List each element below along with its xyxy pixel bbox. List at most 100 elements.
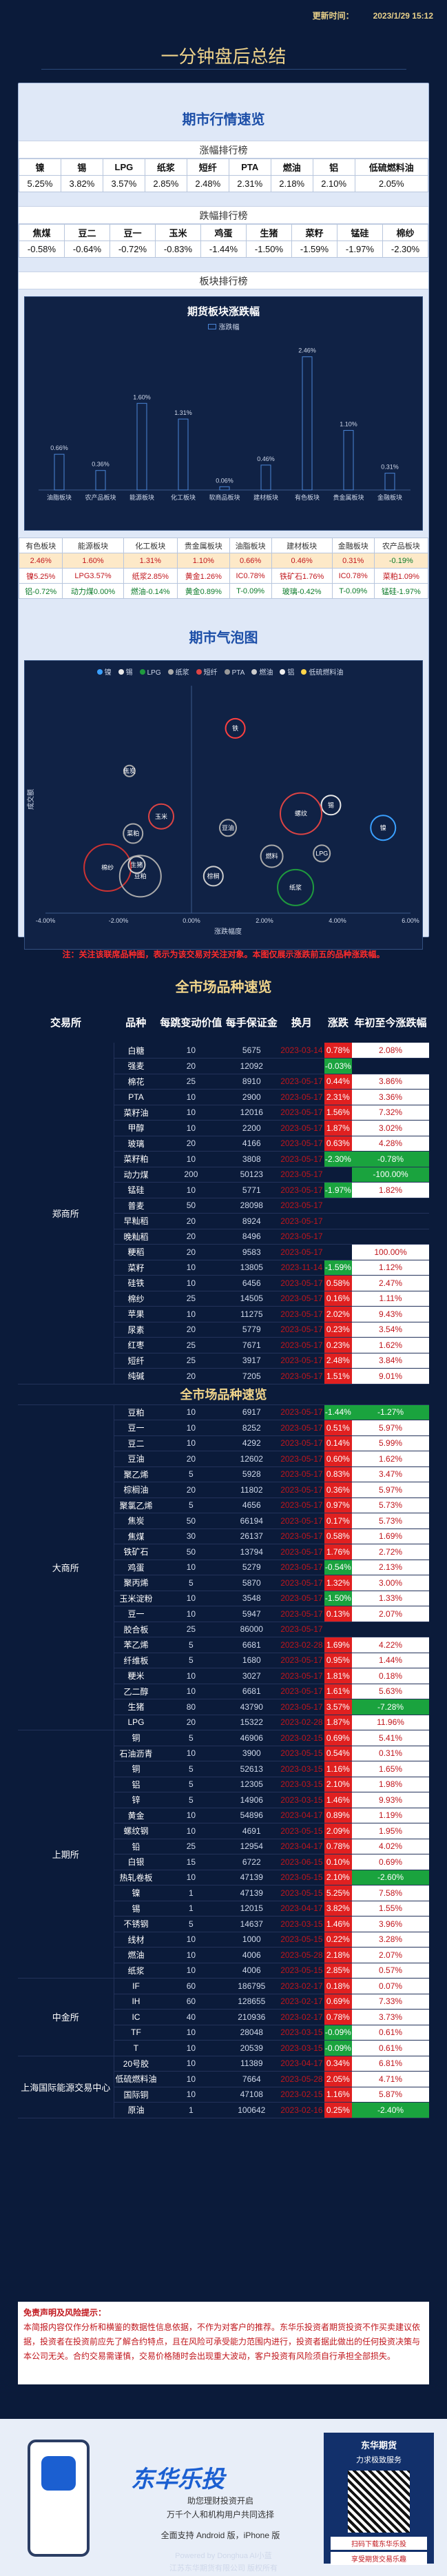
ytd-pct: 4.02%: [352, 1839, 429, 1854]
bubble-x-tick: -4.00%: [36, 917, 56, 924]
ytd-pct: -100.00%: [352, 1167, 429, 1183]
margin-value: 3917: [224, 1353, 280, 1369]
ytd-pct: 1.19%: [352, 1808, 429, 1823]
tick-value: 10: [158, 1963, 225, 1979]
tick-value: 20: [158, 1058, 225, 1074]
ytd-pct: [352, 1058, 429, 1074]
roll-date: 2023-05-17: [279, 1606, 324, 1622]
bar-data-label: 0.06%: [216, 477, 233, 484]
qr-button-2[interactable]: 享受期货交易乐趣: [331, 2552, 427, 2565]
board-pct: 0.46%: [271, 553, 333, 569]
change-pct: 0.60%: [324, 1451, 353, 1467]
bubble-point-label: 焦炭: [123, 767, 136, 775]
ytd-pct: 1.11%: [352, 1291, 429, 1307]
margin-value: 3808: [224, 1151, 280, 1167]
change-pct: 2.05%: [324, 2071, 353, 2087]
ytd-pct: 5.99%: [352, 1435, 429, 1451]
main-mid-title: 全市场品种速览: [18, 1384, 429, 1405]
table-row: 苹果 10 11275 2023-05-17 2.02% 9.43%: [18, 1306, 429, 1322]
table-row: 纸浆 10 4006 2023-05-15 2.85% 0.57%: [18, 1963, 429, 1979]
change-pct: 1.32%: [324, 1575, 353, 1591]
tick-value: 25: [158, 1337, 225, 1353]
roll-date: 2023-02-28: [279, 1715, 324, 1730]
margin-value: 26137: [224, 1529, 280, 1544]
section-title-bubble: 期市气泡图: [189, 629, 258, 646]
exchange-name: 上海国际能源交易中心: [18, 2056, 114, 2118]
ytd-pct: 0.69%: [352, 1854, 429, 1870]
margin-value: 46906: [224, 1730, 280, 1746]
table-row: 国际铜 10 47108 2023-02-15 1.16% 5.87%: [18, 2087, 429, 2103]
margin-value: 8252: [224, 1420, 280, 1436]
margin-value: 4292: [224, 1435, 280, 1451]
qr-button-1[interactable]: 扫码下载东华乐投: [331, 2537, 427, 2550]
bubble-point-label: 铁: [232, 724, 238, 732]
margin-value: 5675: [224, 1043, 280, 1059]
margin-value: 14906: [224, 1792, 280, 1808]
ytd-pct: -2.60%: [352, 1870, 429, 1885]
qr-code-icon[interactable]: [348, 2471, 410, 2533]
ytd-pct: 7.58%: [352, 1885, 429, 1901]
ytd-pct: 0.18%: [352, 1668, 429, 1684]
table-row: 锡 1 12015 2023-04-17 3.82% 1.55%: [18, 1901, 429, 1916]
roll-date: 2023-05-17: [279, 1368, 324, 1384]
ytd-pct: 1.98%: [352, 1777, 429, 1792]
board-top: 纸浆2.85%: [123, 568, 178, 584]
bubble-point-label: 锡: [328, 801, 334, 808]
board-top: LPG3.57%: [62, 568, 124, 584]
bar-category-label: 农产品板块: [85, 493, 116, 501]
bar: [136, 402, 147, 491]
tick-value: 5: [158, 1637, 225, 1653]
ytd-pct: 9.93%: [352, 1792, 429, 1808]
tick-value: 10: [158, 2087, 225, 2103]
powered-by: Powered by Donghua AI小蓝: [175, 2552, 272, 2560]
page-title: 一分钟盘后总结: [160, 47, 287, 68]
main-header-cell: 每手保证金: [225, 1016, 278, 1029]
tick-value: 200: [158, 1167, 225, 1183]
product-name: 纤维板: [114, 1653, 158, 1668]
change-pct: 0.83%: [324, 1466, 353, 1482]
table-row: 锰硅 10 5771 2023-05-17 -1.97% 1.82%: [18, 1182, 429, 1198]
table-row: 豆油 20 12602 2023-05-17 0.60% 1.62%: [18, 1451, 429, 1467]
board-top: 黄金1.26%: [176, 568, 230, 584]
tick-value: 80: [158, 1699, 225, 1715]
margin-value: 128655: [224, 1994, 280, 2010]
bubble-x-label: 涨跌幅度: [214, 927, 242, 936]
product-name: 纯碱: [114, 1368, 158, 1384]
disclaimer-box: 免责声明及风险提示： 本简报内容仅作分析和横鉴的数据性信息依据，不作为对客户的推…: [18, 2302, 429, 2384]
margin-value: 7664: [224, 2071, 280, 2087]
roll-date: 2023-06-15: [279, 1854, 324, 1870]
tick-value: 10: [158, 1591, 225, 1606]
ytd-pct: -0.78%: [352, 1151, 429, 1167]
ytd-pct: 2.13%: [352, 1560, 429, 1575]
bubble-point-label: 纸浆: [289, 883, 302, 891]
ytd-pct: [352, 1622, 429, 1637]
margin-value: 6681: [224, 1684, 280, 1699]
product-name: 鸡蛋: [114, 1560, 158, 1575]
main-header-cell: 交易所: [50, 1016, 81, 1029]
ytd-pct: 1.62%: [352, 1337, 429, 1353]
board-name: 有色板块: [18, 538, 63, 553]
roll-date: 2023-05-15: [279, 1932, 324, 1948]
change-pct: 0.22%: [324, 1932, 353, 1948]
bar: [343, 430, 354, 491]
margin-value: 6681: [224, 1637, 280, 1653]
margin-value: 50123: [224, 1167, 280, 1183]
product-name: 锰硅: [114, 1182, 158, 1198]
change-pct: 0.14%: [324, 1435, 353, 1451]
down-rank-value: -1.50%: [246, 241, 292, 258]
margin-value: 5279: [224, 1560, 280, 1575]
roll-date: 2023-05-17: [279, 1291, 324, 1307]
change-pct: 3.57%: [324, 1699, 353, 1715]
product-name: 铜: [114, 1730, 158, 1746]
tick-value: 50: [158, 1198, 225, 1214]
bubble-point-label: 螺纹: [295, 810, 307, 817]
down-rank-value: -0.58%: [19, 241, 65, 258]
margin-value: 8496: [224, 1229, 280, 1245]
change-pct: 1.16%: [324, 1761, 353, 1777]
table-row: 硅铁 10 6456 2023-05-17 0.58% 2.47%: [18, 1275, 429, 1291]
tick-value: 25: [158, 1839, 225, 1854]
margin-value: 12015: [224, 1901, 280, 1916]
margin-value: 6917: [224, 1404, 280, 1420]
roll-date: 2023-04-17: [279, 1808, 324, 1823]
product-name: IF: [114, 1978, 158, 1994]
